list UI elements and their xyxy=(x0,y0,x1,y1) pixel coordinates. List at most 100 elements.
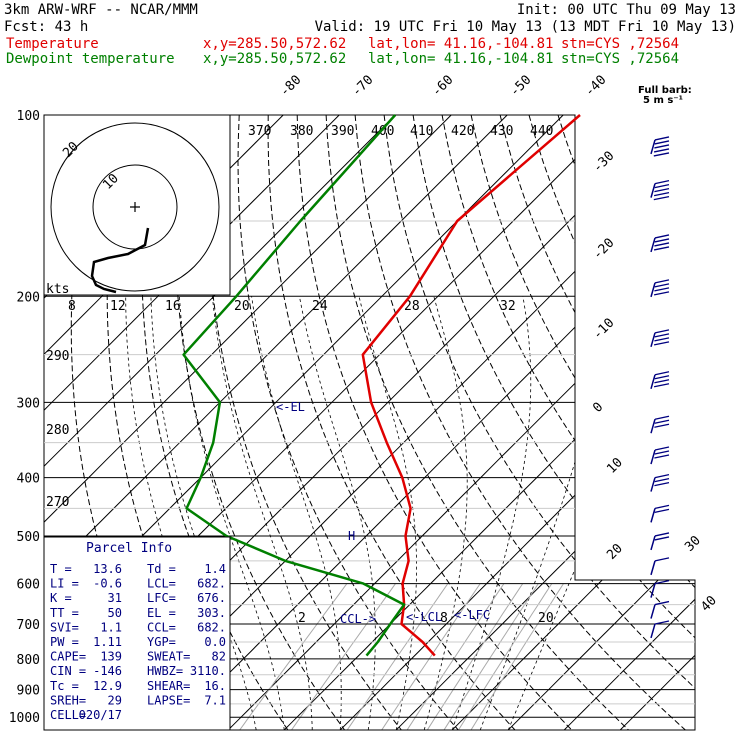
parcel-info-value: 139 xyxy=(100,650,122,664)
parcel-info-label: CELL= xyxy=(50,708,86,722)
wind-barb-flag xyxy=(653,191,670,197)
parcel-info-label: Tc = xyxy=(50,679,79,693)
parcel-info-value: 82 xyxy=(212,650,226,664)
theta-label-top: 440 xyxy=(530,124,553,139)
mixing-ratio-line xyxy=(426,583,524,730)
wind-barb-staff xyxy=(650,477,656,492)
wind-barb-flag xyxy=(654,450,670,455)
parcel-info-label: CIN = xyxy=(50,664,86,678)
parcel-info-value: 3110. xyxy=(190,664,226,678)
moist-adiabat-line xyxy=(507,296,681,730)
dry-adiabat-line xyxy=(557,115,695,730)
wind-barb-flag xyxy=(654,279,670,284)
parcel-info-value: 1.1 xyxy=(100,620,122,634)
mixing-ratio-label: 8 xyxy=(68,299,76,314)
isotherm-label: -30 xyxy=(590,149,617,176)
parcel-info-value: 1.4 xyxy=(204,562,226,576)
moist-adiabat-line xyxy=(125,296,229,730)
theta-label-top: 380 xyxy=(290,124,313,139)
isotherm-label: 10 xyxy=(604,455,626,477)
wind-barb-flag xyxy=(654,179,670,185)
wind-barb-flag xyxy=(654,600,670,606)
init-time: Init: 00 UTC Thu 09 May 13 xyxy=(517,2,736,18)
wind-barb-flag xyxy=(654,423,670,428)
wind-barb-flag xyxy=(654,140,670,145)
dewpoint-stn: stn=CYS ,72564 xyxy=(561,51,679,67)
dry-adiabat-line xyxy=(174,115,346,730)
mixing-ratio-label-low: 2 xyxy=(298,611,306,626)
model-title: 3km ARW-WRF -- NCAR/MMM xyxy=(4,2,198,18)
pressure-tick-label: 500 xyxy=(17,530,40,545)
wind-barb-flag xyxy=(653,246,670,251)
wind-barb-flag xyxy=(654,283,670,288)
wind-barb-staff xyxy=(650,282,656,298)
mixing-ratio-label-low: 8 xyxy=(440,611,448,626)
parcel-info-label: Td = xyxy=(147,562,176,576)
wind-barb-flag xyxy=(654,481,670,487)
temperature-latlon: lat,lon= 41.16,-104.81 xyxy=(368,36,553,52)
isotherm-label: 30 xyxy=(682,533,704,555)
parcel-info-value: 676. xyxy=(197,591,226,605)
dry-adiabat-line xyxy=(412,115,695,730)
dry-adiabat-line xyxy=(615,115,695,730)
isotherm-label: 0 xyxy=(590,400,606,416)
el-marker: <-EL xyxy=(276,400,305,414)
pressure-tick-label: 400 xyxy=(17,472,40,487)
parcel-info-value: -0.6 xyxy=(93,577,122,591)
parcel-info-label: LFC= xyxy=(147,591,176,605)
moist-adiabat-line xyxy=(179,296,285,730)
pressure-tick-label: 200 xyxy=(17,290,40,305)
wind-barb-flag xyxy=(654,242,670,247)
mixing-ratio-label: 32 xyxy=(500,299,516,314)
mixing-ratio-label: 12 xyxy=(110,299,126,314)
isotherm-line xyxy=(44,115,340,730)
forecast-hour: Fcst: 43 h xyxy=(4,19,88,35)
isotherm-line xyxy=(44,115,452,730)
h-marker: H xyxy=(348,529,355,543)
isotherm-label: -60 xyxy=(429,73,456,100)
wind-barb-staff xyxy=(650,332,656,348)
wind-barb-flag xyxy=(654,532,670,537)
mixing-ratio-line xyxy=(381,583,481,730)
moist-adiabat-line xyxy=(358,296,417,730)
wind-barb-flag xyxy=(654,238,670,243)
parcel-info-label: SHEAR= xyxy=(147,679,190,693)
wind-barb-flag xyxy=(654,183,670,189)
parcel-info-value: 303. xyxy=(197,606,226,620)
theta-label-left: 270 xyxy=(46,495,69,510)
isotherm-line xyxy=(507,115,695,730)
pressure-tick-label: 700 xyxy=(17,618,40,633)
mixing-ratio-line xyxy=(346,583,449,730)
isotherm-label: -20 xyxy=(590,236,617,263)
dewpoint-line xyxy=(182,114,406,657)
wind-barb-flag xyxy=(653,383,670,388)
ccl-marker: CCL-> xyxy=(340,612,376,626)
mixing-ratio-line xyxy=(291,583,396,730)
wind-barb-flag xyxy=(654,329,670,334)
mixing-ratio-line xyxy=(457,583,553,730)
mixing-ratio-line xyxy=(470,583,564,730)
barb-legend: Full barb: 5 m s⁻¹ xyxy=(638,85,692,106)
pressure-tick-label: 1000 xyxy=(9,711,40,726)
isotherm-line xyxy=(227,115,695,730)
parcel-info-label: T = xyxy=(50,562,72,576)
theta-label-left: 290 xyxy=(46,349,69,364)
isotherm-label: -50 xyxy=(507,73,534,100)
mixing-ratio-label: 28 xyxy=(404,299,420,314)
parcel-info-value: 29 xyxy=(108,693,122,707)
dewpoint-xy: x,y=285.50,572.62 xyxy=(203,51,346,67)
isotherm-label: -80 xyxy=(277,73,304,100)
wind-barb-flag xyxy=(654,333,670,338)
dry-adiabat-line xyxy=(354,115,686,730)
theta-label-top: 390 xyxy=(331,124,354,139)
parcel-info-value: -146 xyxy=(93,664,122,678)
wind-barb-staff xyxy=(650,583,656,598)
parcel-info-value: 682. xyxy=(197,620,226,634)
wind-barb-flag xyxy=(654,508,670,514)
isotherm-label: -10 xyxy=(590,316,617,343)
wind-barb-flag xyxy=(654,187,670,193)
dry-adiabat-line xyxy=(383,115,695,730)
parcel-info-label: CCL= xyxy=(147,620,176,634)
mixing-ratio-label: 20 xyxy=(234,299,250,314)
isotherm-label: -40 xyxy=(582,73,609,100)
